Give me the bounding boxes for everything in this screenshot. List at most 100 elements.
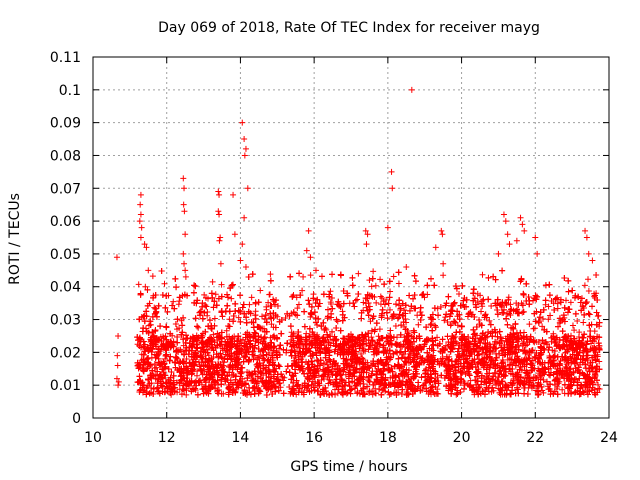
data-point (554, 300, 561, 307)
data-point (380, 298, 387, 305)
data-point (215, 208, 222, 215)
data-point (180, 250, 187, 257)
data-point (574, 317, 581, 324)
data-point (294, 305, 301, 312)
data-point (248, 294, 255, 301)
data-point (333, 342, 340, 349)
data-point (387, 288, 394, 295)
data-point (230, 372, 237, 379)
data-point (215, 354, 222, 361)
data-point (215, 188, 222, 195)
data-point (137, 191, 144, 198)
data-point (212, 291, 219, 298)
x-tick-label: 24 (600, 430, 618, 446)
data-point (588, 340, 595, 347)
data-point (495, 250, 502, 257)
data-point (181, 208, 188, 215)
data-point (580, 389, 587, 396)
data-point (218, 281, 225, 288)
data-point (582, 227, 589, 234)
y-tick-label: 0.04 (50, 280, 81, 296)
data-point (540, 377, 547, 384)
data-point (539, 315, 546, 322)
data-point (257, 287, 264, 294)
data-point (453, 389, 460, 396)
data-point (372, 282, 379, 289)
data-point (364, 231, 371, 238)
data-point (388, 168, 395, 175)
data-point (176, 298, 183, 305)
data-point (303, 247, 310, 254)
data-point (181, 260, 188, 267)
data-point (300, 345, 307, 352)
data-point (239, 241, 246, 248)
data-point (504, 231, 511, 238)
data-point (137, 201, 144, 208)
data-point (455, 290, 462, 297)
data-point (415, 321, 422, 328)
data-point (312, 267, 319, 274)
data-point (386, 391, 393, 398)
data-point (182, 273, 189, 280)
y-tick-label: 0.09 (50, 116, 81, 132)
data-point (242, 145, 249, 152)
data-point (327, 342, 334, 349)
data-point (559, 386, 566, 393)
y-tick-label: 0.02 (50, 345, 81, 361)
data-point (183, 355, 190, 362)
data-point (583, 234, 590, 241)
data-point (307, 313, 314, 320)
data-point (440, 272, 447, 279)
data-point (286, 384, 293, 391)
data-point (530, 325, 537, 332)
data-point (181, 185, 188, 192)
y-tick-label: 0.11 (50, 50, 81, 66)
data-point (562, 363, 569, 370)
data-point (180, 201, 187, 208)
data-point (403, 264, 410, 271)
data-point (137, 234, 144, 241)
data-point (360, 299, 367, 306)
data-point (244, 185, 251, 192)
data-point (300, 273, 307, 280)
data-point (386, 306, 393, 313)
data-point (440, 260, 447, 267)
data-point (526, 321, 533, 328)
data-point (491, 369, 498, 376)
data-point (519, 309, 526, 316)
x-tick-label: 20 (453, 430, 471, 446)
data-point (233, 385, 240, 392)
data-point (115, 378, 122, 385)
data-point (532, 234, 539, 241)
data-point (154, 368, 161, 375)
data-point (368, 283, 375, 290)
data-point (241, 152, 248, 159)
data-point (138, 224, 145, 231)
data-point (545, 303, 552, 310)
data-point (377, 276, 384, 283)
data-point (265, 299, 272, 306)
data-point (500, 211, 507, 218)
data-point (507, 301, 514, 308)
data-point (443, 342, 450, 349)
data-point (173, 347, 180, 354)
data-point (307, 254, 314, 261)
data-point (299, 287, 306, 294)
data-point (114, 352, 121, 359)
data-point (256, 353, 263, 360)
data-point (369, 368, 376, 375)
data-point (482, 311, 489, 318)
data-point (226, 316, 233, 323)
data-point (448, 321, 455, 328)
data-point (366, 277, 373, 284)
data-point (182, 231, 189, 238)
data-point (585, 276, 592, 283)
data-point (327, 288, 334, 295)
data-point (217, 234, 224, 241)
data-point (242, 264, 249, 271)
data-point (504, 356, 511, 363)
data-point (392, 322, 399, 329)
data-point (201, 291, 208, 298)
data-point (170, 298, 177, 305)
